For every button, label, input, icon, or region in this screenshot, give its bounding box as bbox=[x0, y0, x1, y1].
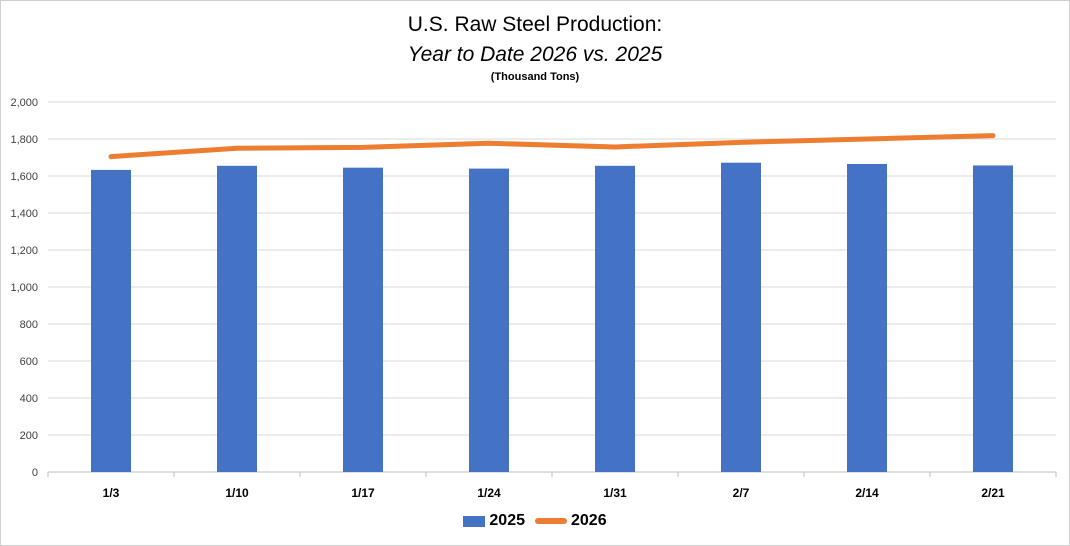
legend-item-2026: 2026 bbox=[535, 512, 607, 530]
x-tick-label: 1/3 bbox=[103, 486, 120, 500]
y-tick-label: 1,600 bbox=[10, 171, 38, 183]
bar-2025 bbox=[847, 163, 887, 472]
legend: 2025 2026 bbox=[1, 512, 1069, 530]
y-tick-label: 600 bbox=[20, 356, 38, 368]
chart-unit-label: (Thousand Tons) bbox=[490, 71, 580, 83]
chart-subtitle: Year to Date 2026 vs. 2025 bbox=[407, 43, 663, 66]
line-2026 bbox=[108, 133, 996, 160]
x-tick-label: 1/17 bbox=[351, 486, 375, 500]
bar-2025 bbox=[973, 165, 1013, 472]
y-tick-label: 1,200 bbox=[10, 245, 38, 257]
bar-2025 bbox=[595, 165, 635, 472]
bar-2025 bbox=[217, 165, 257, 472]
y-tick-label: 2,000 bbox=[10, 97, 38, 109]
y-tick-label: 1,000 bbox=[10, 282, 38, 294]
x-tick-label: 2/7 bbox=[733, 486, 750, 500]
x-tick-label: 1/24 bbox=[477, 486, 501, 500]
y-tick-label: 1,800 bbox=[10, 134, 38, 146]
y-tick-label: 800 bbox=[20, 319, 38, 331]
x-tick-label: 1/31 bbox=[603, 486, 627, 500]
bar-2025 bbox=[721, 162, 761, 472]
legend-swatch-2026 bbox=[535, 518, 567, 524]
legend-label-2026: 2026 bbox=[571, 512, 607, 529]
x-tick-label: 2/21 bbox=[981, 486, 1005, 500]
legend-label-2025: 2025 bbox=[489, 512, 525, 529]
bar-2025 bbox=[91, 169, 131, 472]
bar-2025 bbox=[469, 168, 509, 472]
y-tick-label: 400 bbox=[20, 393, 38, 405]
bar-2025 bbox=[343, 167, 383, 473]
y-tick-label: 0 bbox=[32, 467, 38, 479]
y-tick-label: 200 bbox=[20, 430, 38, 442]
chart-title: U.S. Raw Steel Production: bbox=[407, 13, 663, 36]
legend-swatch-2025 bbox=[463, 515, 486, 527]
y-tick-label: 1,400 bbox=[10, 208, 38, 220]
x-tick-label: 2/14 bbox=[855, 486, 879, 500]
legend-item-2025: 2025 bbox=[463, 512, 525, 530]
x-tick-label: 1/10 bbox=[225, 486, 249, 500]
